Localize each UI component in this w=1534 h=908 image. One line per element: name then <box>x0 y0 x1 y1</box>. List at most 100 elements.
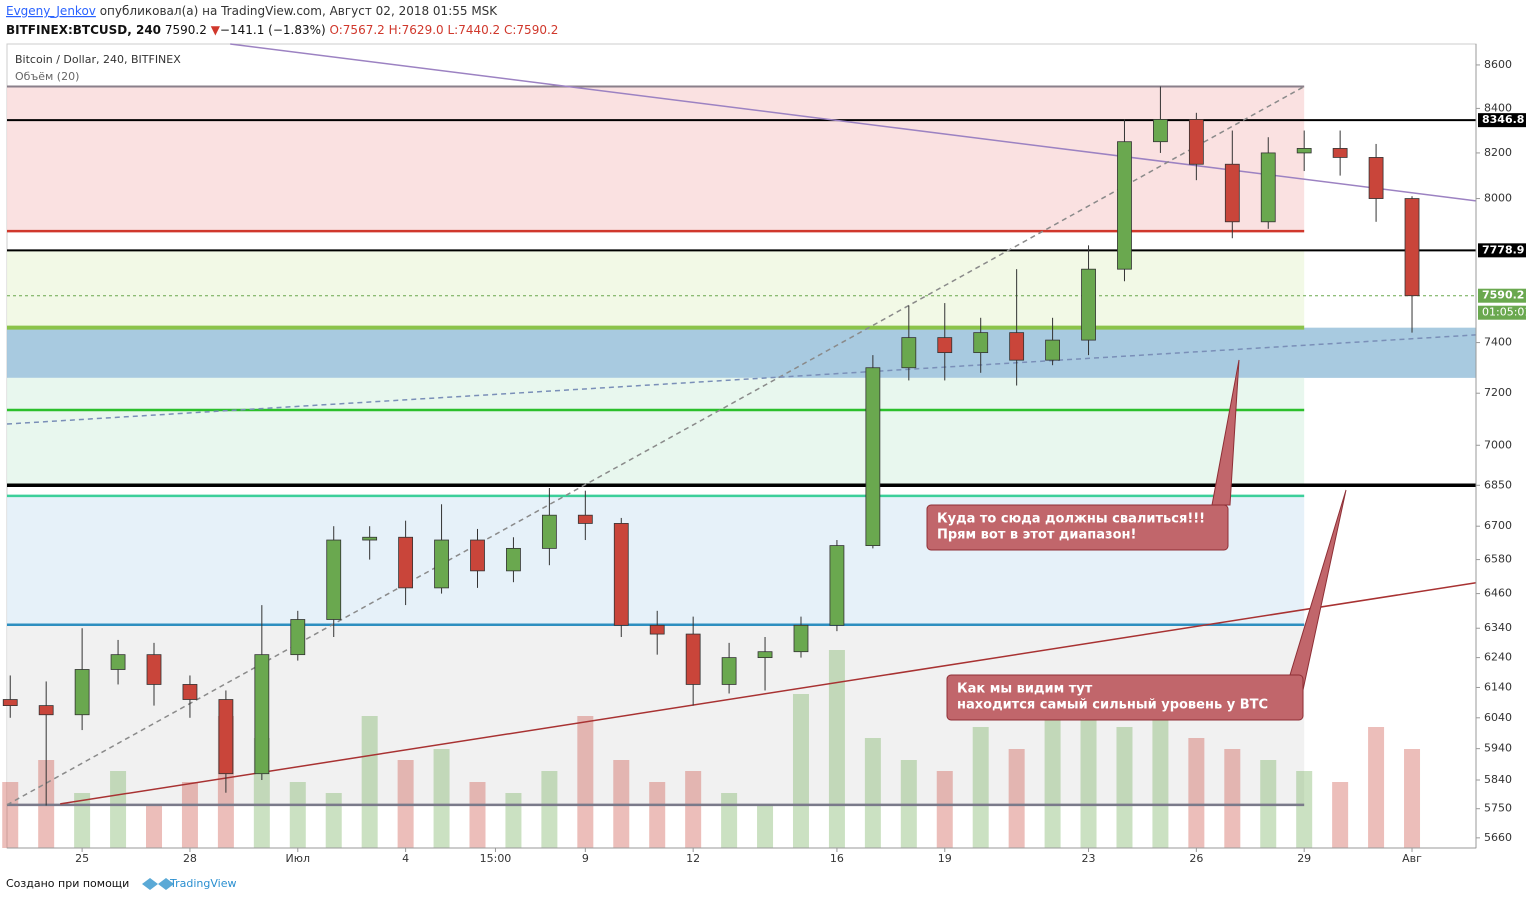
volume-bar <box>1008 749 1025 848</box>
zone <box>7 86 1305 232</box>
x-tick-label: 19 <box>938 852 952 865</box>
volume-bar <box>577 716 594 848</box>
price-label-bg <box>1478 243 1526 258</box>
volume-bar <box>757 804 774 848</box>
callout-text: находится самый сильный уровень у BTC <box>957 698 1268 713</box>
y-tick-label: 6850 <box>1484 478 1512 491</box>
volume-bar <box>721 793 738 848</box>
brand-logo <box>142 878 174 890</box>
volume-bar <box>936 771 953 848</box>
footer-brand[interactable]: TradingView <box>169 877 236 890</box>
candle-body <box>757 651 773 659</box>
y-tick-label: 7200 <box>1484 386 1512 399</box>
volume-bar <box>325 793 342 848</box>
plot <box>2 43 1477 848</box>
candle-body <box>1009 332 1025 361</box>
candle-body <box>1368 157 1384 199</box>
candle-body <box>1188 119 1204 165</box>
candle-body <box>326 539 342 620</box>
author[interactable]: Evgeny_Jenkov <box>6 4 96 18</box>
volume-bar <box>828 650 845 848</box>
candle-body <box>1224 163 1240 223</box>
volume-bar <box>289 782 306 848</box>
x-tick-label: 28 <box>183 852 197 865</box>
volume-bar <box>505 793 522 848</box>
zone <box>7 250 1305 328</box>
candle-body <box>577 514 593 524</box>
candle-body <box>649 624 665 635</box>
candle-body <box>290 619 306 656</box>
change: −141.1 (−1.83%) <box>220 23 326 37</box>
x-tick-label: 26 <box>1189 852 1203 865</box>
x-tick-label: 25 <box>75 852 89 865</box>
y-tick-label: 7400 <box>1484 336 1512 349</box>
volume-bar <box>649 782 666 848</box>
candle-body <box>1045 339 1060 361</box>
volume-bar <box>361 716 378 848</box>
countdown-bg <box>1478 305 1526 320</box>
candle-body <box>362 536 378 541</box>
volume-bar <box>110 771 127 848</box>
y-tick-label: 6140 <box>1484 680 1512 693</box>
volume-label: Объём (20) <box>15 70 79 83</box>
candle-body <box>1332 148 1348 158</box>
callout-box <box>926 504 1229 551</box>
y-tick-label: 6580 <box>1484 553 1512 566</box>
candle-body <box>1260 152 1276 223</box>
footer-text: Создано при помощи <box>6 877 129 890</box>
volume-bar <box>1332 782 1349 848</box>
candle-body <box>937 337 953 354</box>
y-tick-label: 6700 <box>1484 519 1512 532</box>
volume-bar <box>972 727 989 848</box>
x-tick-label: 23 <box>1082 852 1096 865</box>
callout-box <box>946 674 1304 721</box>
candle-body <box>613 523 629 626</box>
y-tick-label: 5660 <box>1484 831 1512 844</box>
candle-body <box>1296 148 1312 154</box>
candle-body <box>506 547 521 572</box>
volume-bar <box>146 804 163 848</box>
y-tick-label: 5940 <box>1484 742 1512 755</box>
x-tick-label: 9 <box>582 852 589 865</box>
arrow: ▼ <box>211 23 221 37</box>
candle-body <box>74 669 90 716</box>
x-tick-label: Июл <box>286 852 311 865</box>
y-tick-label: 6240 <box>1484 651 1512 664</box>
chart-title: Bitcoin / Dollar, 240, BITFINEX <box>15 53 181 66</box>
candle-body <box>973 332 989 354</box>
y-tick-label: 5840 <box>1484 773 1512 786</box>
ohlc: O:7567.2 H:7629.0 L:7440.2 C:7590.2 <box>330 23 559 37</box>
volume-bar <box>469 782 486 848</box>
candle-body <box>541 514 557 549</box>
published: опубликовал(а) на TradingView.com, Авгус… <box>100 4 499 18</box>
candle-body <box>38 705 54 716</box>
x-tick-label: 29 <box>1297 852 1311 865</box>
volume-bar <box>2 782 19 848</box>
volume-bar <box>74 793 91 848</box>
volume-bar <box>1188 738 1205 848</box>
candle-body <box>1081 268 1096 341</box>
y-tick-label: 6460 <box>1484 587 1512 600</box>
volume-bar <box>433 749 450 848</box>
candle-body <box>901 337 917 369</box>
last: 7590.2 <box>165 23 207 37</box>
callout-text: Куда то сюда должны свалиться!!! <box>937 512 1205 527</box>
candle-body <box>721 657 737 685</box>
volume-bar <box>1044 716 1061 848</box>
volume-bar <box>541 771 558 848</box>
candle-body <box>110 654 126 670</box>
volume-bar <box>1116 727 1133 848</box>
y-tick-label: 8600 <box>1484 58 1512 71</box>
price-label-bg <box>1478 113 1526 128</box>
candle-body <box>398 536 414 589</box>
candle-body <box>829 545 845 626</box>
volume-bar <box>1224 749 1241 848</box>
x-tick-label: 4 <box>402 852 409 865</box>
callout-text: Прям вот в этот диапазон! <box>937 528 1136 543</box>
y-tick-label: 6040 <box>1484 711 1512 724</box>
volume-bar <box>864 738 881 848</box>
candle-body <box>685 633 701 685</box>
price-label: 7778.9 <box>1482 243 1524 256</box>
